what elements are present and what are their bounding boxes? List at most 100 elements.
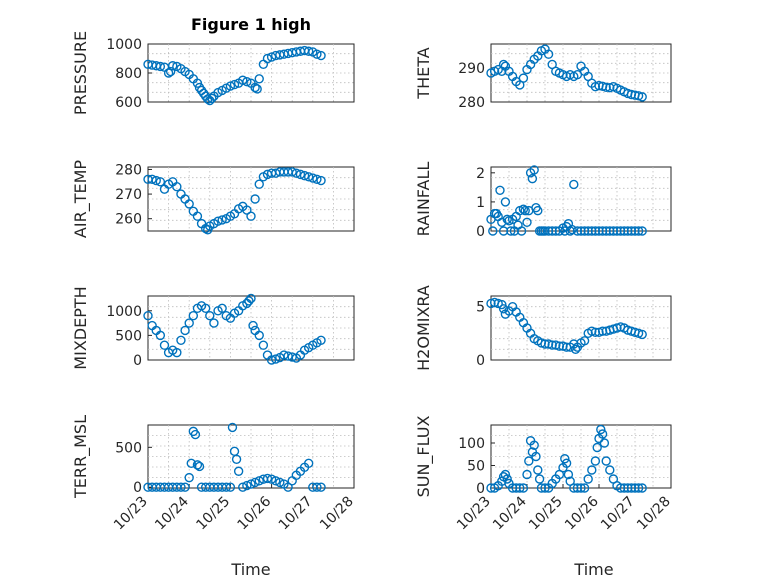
terr-msl-point [225,482,236,492]
sun-flux-point [626,483,637,493]
y-tick-label: 0 [133,480,142,496]
x-axis-label-right: Time [573,560,613,579]
sun-flux-point [561,458,572,468]
sun-flux-point [534,474,545,484]
sun-flux-point [633,483,644,493]
h2omixra-point [498,304,509,314]
x-tick-label: 10/23 [454,494,494,534]
y-tick-label: 280 [115,162,142,178]
sun-flux-point [518,483,529,493]
rainfall-point [520,205,530,216]
terr-msl-point [271,476,281,486]
sun-flux-point [592,442,602,453]
terr-msl-point [194,461,205,472]
x-tick-label: 10/26 [235,493,275,533]
air-temp-point [147,174,157,185]
pressure-point [238,75,248,85]
mixdepth-point [172,347,182,358]
rainfall-point [587,226,597,236]
y-tick-label: 1 [476,195,485,211]
rainfall-point [498,226,509,236]
air-temp-point [184,199,194,209]
sun-flux-point [599,438,610,448]
rainfall-point [630,226,640,236]
sun-flux-point [529,440,539,450]
mixdepth-point [200,303,211,314]
mixdepth-axes: 0 500 1000 MIXDEPTH [71,286,355,370]
mixdepth-point [209,318,219,328]
rainfall-axes: 0 1 2 RAINFALL [414,162,672,240]
pressure-point [192,78,203,88]
sun-flux-point [511,483,521,493]
terr-msl-point [238,482,248,492]
rainfall-point [540,226,550,236]
sun-flux-point [572,483,583,493]
rainfall-axis-label: RAINFALL [414,162,433,237]
x-tick-label: 10/24 [490,493,530,533]
mixdepth-point [258,340,269,350]
air-temp-point [172,181,182,192]
mixdepth-point [271,354,281,364]
terr-msl-point [283,482,293,492]
rainfall-point [500,197,511,207]
sun-flux-point [576,483,586,493]
h2omixra-axis-label: H2OMIXRA [414,285,433,371]
air-temp-point [217,215,227,225]
terr-msl-point [250,477,260,488]
pressure-point [165,66,176,77]
pressure-axis-label: PRESSURE [71,31,90,115]
mixdepth-point [246,293,256,304]
rainfall-point [522,217,532,227]
air-temp-axes: 260 270 280 AIR_TEMP [71,160,355,238]
terr-msl-point [303,458,314,468]
theta-point [543,49,554,59]
terr-msl-point [227,422,238,433]
air-temp-point [295,169,306,180]
rainfall-point [612,226,622,236]
sun-flux-point [524,456,534,466]
terr-msl-axes: 0 500 TERR_MSL 10/23 10/24 10/25 10/26 10/27 10/… [71,415,357,533]
rainfall-point [547,226,557,236]
y-tick-label: 5 [476,300,485,316]
rainfall-point [597,226,608,236]
air-temp-point [246,211,256,221]
terr-msl-point [233,466,244,476]
x-tick-label: 10/25 [526,494,566,534]
mixdepth-point [184,318,194,328]
x-tick-label: 10/24 [152,493,192,533]
terr-msl-point [275,477,285,488]
theta-axis-label: THETA [414,47,433,99]
air-temp-point [155,177,166,187]
sun-flux-point [596,424,606,435]
terr-msl-point [192,460,203,470]
pressure-point [312,49,322,59]
air-temp-point [291,168,302,178]
terr-msl-point [176,482,186,492]
rainfall-point [601,226,611,236]
pressure-point [262,53,273,64]
sun-flux-point [540,483,550,493]
rainfall-point [626,226,637,236]
rainfall-point [619,226,629,236]
rainfall-point [608,226,619,236]
mixdepth-point [176,335,186,346]
pressure-point [225,81,236,91]
air-temp-point [254,179,264,189]
sun-flux-point [587,465,597,475]
terr-msl-point [266,474,277,484]
sun-flux-point [500,469,511,480]
mixdepth-point [248,320,258,331]
pressure-point [316,50,326,61]
sun-flux-axis-label: SUN_FLUX [414,416,434,498]
rainfall-point [506,226,516,236]
y-tick-label: 600 [115,95,142,111]
y-tick-label: 100 [458,436,485,452]
y-tick-label: 500 [115,440,142,456]
rainfall-point [488,226,498,236]
sun-flux-point [507,483,518,493]
sun-flux-point [597,429,608,439]
air-temp-point [213,216,223,226]
x-tick-label: 10/27 [598,494,638,534]
y-tick-label: 260 [115,212,142,228]
terr-msl-point [246,479,256,489]
